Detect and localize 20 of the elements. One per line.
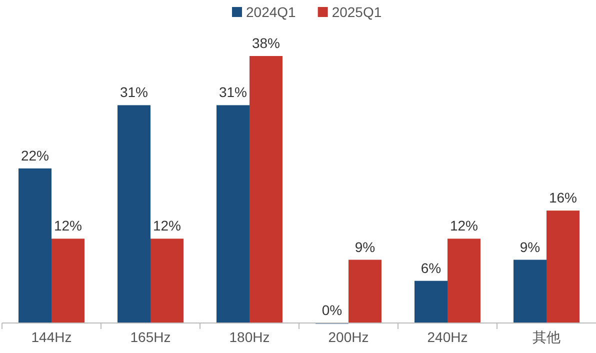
data-label: 0% <box>322 302 342 318</box>
data-label: 12% <box>54 218 82 234</box>
data-label: 12% <box>450 218 478 234</box>
data-label: 31% <box>218 84 248 100</box>
data-label: 38% <box>252 35 280 51</box>
x-tick-label: 144Hz <box>31 329 72 345</box>
data-label: 9% <box>520 238 540 255</box>
data-label: 31% <box>120 84 148 100</box>
x-tick-label: 其他 <box>532 329 560 345</box>
x-tick-label: 180Hz <box>229 329 270 345</box>
data-label: 22% <box>20 147 50 164</box>
data-label: 9% <box>354 238 376 255</box>
x-tick-label: 240Hz <box>427 329 468 345</box>
data-label: 16% <box>548 190 578 206</box>
data-label: 6% <box>420 260 442 276</box>
data-label: 12% <box>152 218 182 234</box>
x-tick-label: 200Hz <box>328 329 369 345</box>
legend-label: 2025Q1 <box>332 4 382 20</box>
legend-label: 2024Q1 <box>246 4 296 20</box>
x-tick-label: 165Hz <box>130 329 171 345</box>
